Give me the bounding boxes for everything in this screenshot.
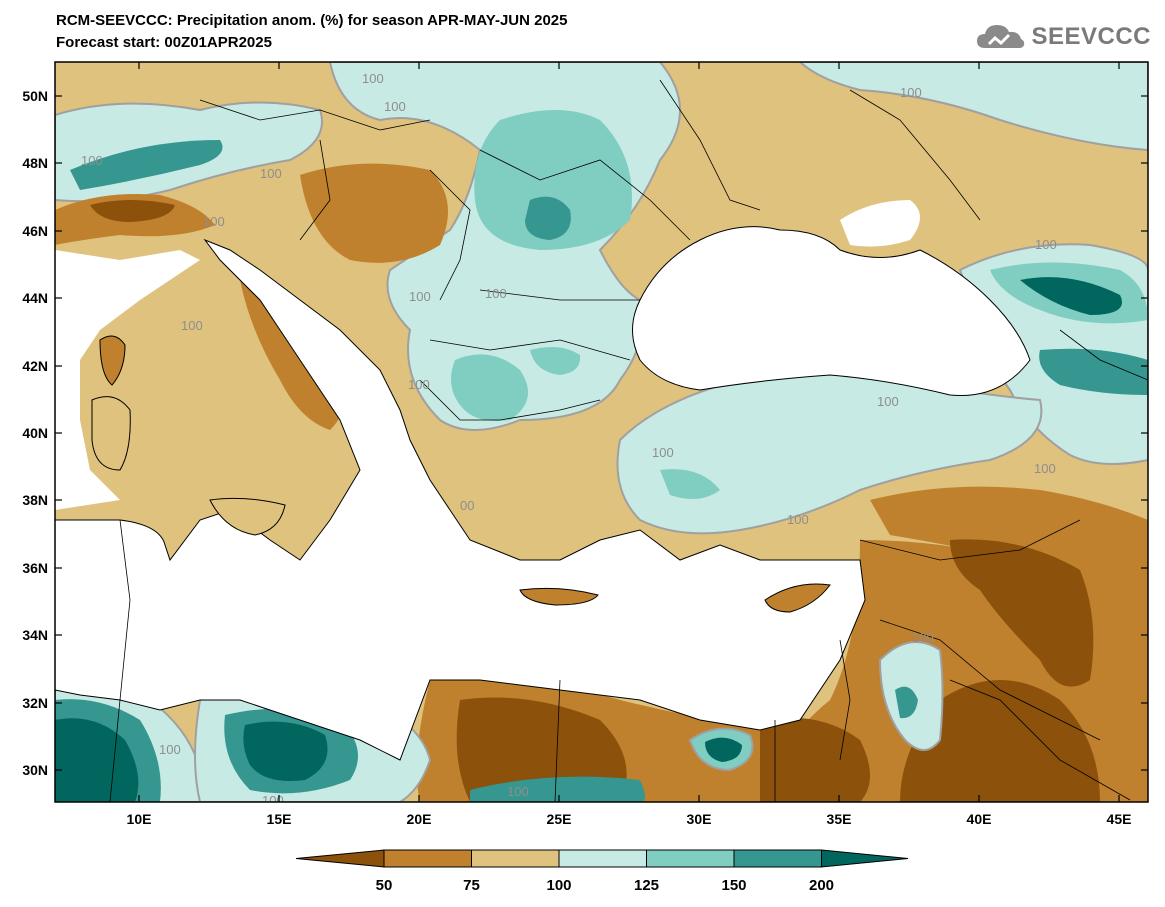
sea-mediterranean	[55, 238, 866, 761]
svg-text:100: 100	[652, 445, 674, 460]
svg-text:00: 00	[460, 498, 474, 513]
lat-label: 48N	[22, 155, 48, 171]
wet-region-nile-delta-core	[705, 737, 742, 762]
dry-region-italy	[240, 280, 345, 430]
map-frame	[54, 61, 1149, 803]
svg-text:100: 100	[787, 512, 809, 527]
seevccc-logo: SEEVCCC	[975, 22, 1151, 52]
lat-label: 38N	[22, 492, 48, 508]
svg-text:100: 100	[485, 286, 507, 301]
lat-label: 40N	[22, 425, 48, 441]
lon-label: 35E	[827, 811, 852, 827]
lat-label: 42N	[22, 358, 48, 374]
map-title: RCM-SEEVCCC: Precipitation anom. (%) for…	[56, 12, 568, 29]
contour-labels: 100 100 100 100 100 100 100 100 100 100 …	[81, 71, 1057, 808]
lon-label: 10E	[127, 811, 152, 827]
svg-text:100: 100	[362, 71, 384, 86]
lat-label: 46N	[22, 223, 48, 239]
map-field: 100 100 100 100 100 100 100 100 100 100 …	[55, 62, 1148, 808]
sea-tyrrhenian-west	[55, 250, 200, 510]
colorbar: 50 75 100 125 150 200	[295, 849, 909, 894]
cloud-icon	[977, 25, 1025, 48]
wet-region-northeast	[798, 62, 1148, 152]
logo-text: SEEVCCC	[1031, 23, 1151, 50]
lat-label: 30N	[22, 762, 48, 778]
colorbar-label: 125	[634, 877, 659, 894]
svg-text:100: 100	[507, 784, 529, 799]
colorbar-label: 50	[376, 877, 393, 894]
wet-region-jordan-core	[895, 686, 918, 719]
svg-text:100: 100	[203, 214, 225, 229]
very-dry-region-iraq	[900, 680, 1100, 802]
svg-text:100: 100	[181, 318, 203, 333]
svg-text:100: 100	[900, 85, 922, 100]
wet-region-libya-south	[470, 776, 645, 802]
lat-label: 32N	[22, 695, 48, 711]
latitude-axis: 50N 48N 46N 44N 42N 40N 38N 36N 34N 32N 30N	[22, 88, 1148, 778]
svg-text:100: 100	[408, 377, 430, 392]
svg-text:100: 100	[262, 793, 284, 808]
colorbar-label: 75	[463, 877, 480, 894]
wet-region-libya-west-core	[243, 721, 328, 781]
very-dry-region-syria	[950, 539, 1094, 687]
colorbar-box	[558, 849, 647, 868]
map-subtitle: Forecast start: 00Z01APR2025	[56, 34, 272, 51]
wet-region-caucasus-core	[1020, 277, 1122, 315]
lat-label: 34N	[22, 627, 48, 643]
colorbar-label: 100	[546, 877, 571, 894]
colorbar-box	[383, 849, 472, 868]
wet-region-alps-core	[70, 140, 223, 190]
very-dry-region-libya	[456, 697, 627, 802]
svg-text:100: 100	[877, 394, 899, 409]
very-dry-region-egypt	[760, 717, 870, 802]
very-dry-region-alps	[90, 200, 175, 222]
lon-label: 45E	[1107, 811, 1132, 827]
lon-label: 40E	[967, 811, 992, 827]
svg-text:100: 100	[384, 99, 406, 114]
wet-region-tunisia-core	[55, 718, 139, 802]
country-borders	[109, 79, 1148, 802]
svg-text:100: 100	[1034, 461, 1056, 476]
island-sardinia	[91, 396, 131, 471]
colorbar-box	[471, 849, 560, 868]
island-corsica	[99, 335, 126, 386]
sea-black	[632, 226, 1031, 397]
svg-text:100: 100	[1035, 237, 1057, 252]
wet-region-georgia	[1039, 348, 1148, 395]
svg-text:100: 100	[260, 166, 282, 181]
colorbar-min-arrow	[295, 849, 385, 868]
lon-label: 30E	[687, 811, 712, 827]
colorbar-box	[646, 849, 735, 868]
colorbar-box	[733, 849, 822, 868]
wet-region-anatolia-mid	[660, 469, 720, 499]
island-cyprus	[764, 583, 831, 613]
wet-region-carpathian-core	[525, 196, 571, 240]
svg-text:100: 100	[81, 153, 103, 168]
svg-text:100: 100	[409, 289, 431, 304]
svg-text:100: 100	[912, 630, 934, 645]
wet-region-serbia	[451, 354, 528, 421]
island-sicily	[209, 497, 286, 536]
svg-text:100: 100	[159, 742, 181, 757]
colorbar-label: 200	[809, 877, 834, 894]
sea-azov	[840, 200, 920, 247]
longitude-axis: 10E 15E 20E 25E 30E 35E 40E 45E	[127, 62, 1132, 827]
lon-label: 15E	[267, 811, 292, 827]
lat-label: 44N	[22, 290, 48, 306]
wet-region-bulgaria	[530, 346, 581, 375]
colorbar-label: 150	[721, 877, 746, 894]
island-crete	[519, 587, 599, 606]
dry-region-central	[300, 163, 448, 263]
colorbar-max-arrow	[821, 849, 909, 868]
wet-region-carpathian-mid	[474, 110, 632, 250]
lat-label: 50N	[22, 88, 48, 104]
lat-label: 36N	[22, 560, 48, 576]
lon-label: 25E	[547, 811, 572, 827]
lon-label: 20E	[407, 811, 432, 827]
